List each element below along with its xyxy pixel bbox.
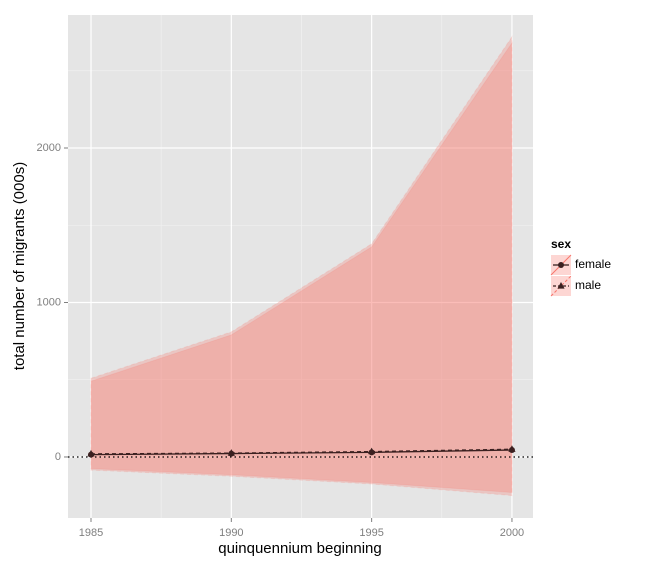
series-line: [91, 448, 512, 455]
ribbon: [90, 35, 513, 497]
y-tick-label: 2000: [37, 142, 61, 154]
marker: [557, 282, 565, 289]
ribbon: [90, 41, 513, 494]
marker: [87, 449, 95, 457]
marker: [368, 447, 376, 455]
legend-label: male: [575, 278, 601, 292]
marker: [508, 445, 516, 452]
x-tick-label: 1995: [359, 527, 383, 539]
legend-label: female: [575, 257, 611, 271]
x-tick-label: 1985: [79, 527, 103, 539]
x-axis-title: quinquennium beginning: [218, 540, 381, 557]
y-tick-label: 0: [55, 451, 61, 463]
y-axis-title: total number of migrants (000s): [11, 162, 28, 370]
plot-panel: [68, 15, 533, 518]
x-tick-label: 2000: [500, 527, 524, 539]
marker: [227, 449, 235, 456]
legend-item: male: [550, 275, 601, 297]
marker: [558, 262, 564, 268]
legend-title: sex: [551, 237, 571, 251]
x-tick-label: 1990: [219, 527, 243, 539]
legend-item: female: [550, 254, 611, 276]
y-tick-label: 1000: [37, 296, 61, 308]
